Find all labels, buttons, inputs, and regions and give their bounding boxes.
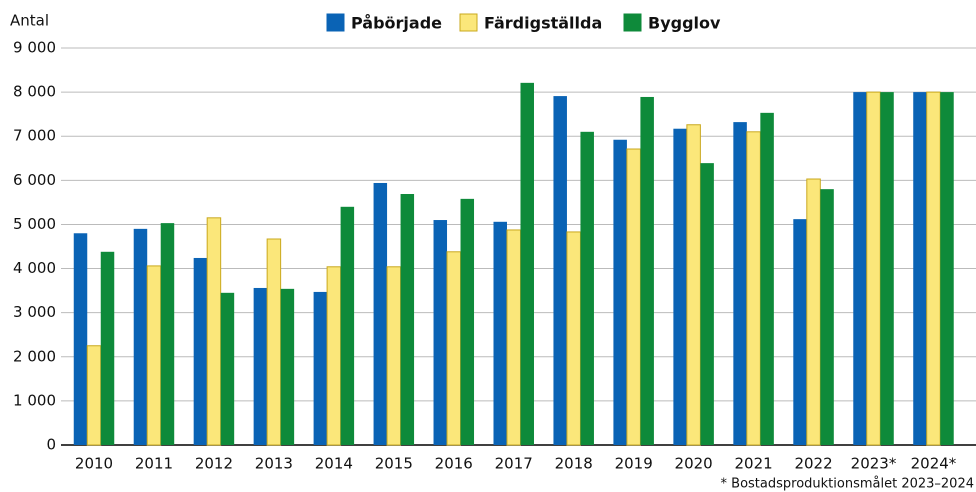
legend-swatch [326,13,345,32]
bar [220,292,235,445]
bar [266,238,282,446]
bar [133,228,148,445]
y-tick-label: 8 000 [13,83,56,101]
x-tick-label: 2019 [615,455,653,473]
bar [206,217,222,446]
bar [820,189,834,445]
bar [926,91,941,446]
bar [520,82,534,445]
bar [460,198,475,445]
bar [626,148,641,446]
y-tick-label: 4 000 [13,259,56,277]
x-tick-label: 2016 [435,455,473,473]
legend-label: Påbörjade [351,14,442,33]
bar [640,96,654,446]
y-tick-label: 1 000 [13,391,56,409]
y-tick-label: 0 [46,436,56,454]
y-tick-label: 6 000 [13,171,56,189]
bar [446,251,462,446]
legend-swatch [623,13,642,32]
y-tick-label: 3 000 [13,303,56,321]
y-tick-label: 2 000 [13,347,56,365]
y-tick-label: 7 000 [13,127,56,145]
x-tick-label: 2015 [375,455,413,473]
legend-label: Färdigställda [484,14,602,33]
y-tick-label: 5 000 [13,215,56,233]
bar [733,122,747,446]
bar [280,288,295,445]
bar [433,220,448,445]
bar [86,345,102,446]
bar [100,251,115,445]
bar [686,124,701,446]
x-tick-label: 2011 [135,455,173,473]
x-tick-label: 2018 [555,455,593,473]
x-tick-label: 2021 [734,455,772,473]
x-tick-label: 2023* [851,455,897,473]
bar [313,291,328,445]
x-tick-label: 2014 [315,455,353,473]
bar [146,265,162,446]
bar [940,92,954,445]
bar [493,221,507,445]
x-tick-label: 2022 [794,455,832,473]
x-tick-label: 2010 [75,455,113,473]
bar [326,266,342,446]
bar [866,91,881,446]
bar [553,96,567,445]
bar [400,194,415,445]
bar [373,182,388,446]
bar [700,163,714,445]
bar [566,231,581,446]
bar [193,257,208,445]
bar [853,92,867,445]
bar [160,223,175,445]
bar [760,112,774,446]
legend-label: Bygglov [648,14,721,33]
bar [73,233,88,445]
bar [806,178,821,446]
x-tick-label: 2017 [495,455,533,473]
x-tick-label: 2020 [675,455,713,473]
bar [253,287,268,445]
bar [673,128,687,445]
bar [340,206,355,445]
bar [880,92,894,445]
x-tick-label: 2013 [255,455,293,473]
x-tick-label: 2024* [911,455,957,473]
footnote: * Bostadsproduktionsmålet 2023–2024 [721,477,974,492]
bar [580,131,594,446]
y-axis-title: Antal [10,12,49,30]
bar [613,139,627,446]
legend-swatch [459,13,478,32]
bar [913,92,927,445]
bar [746,131,761,446]
bar [793,219,807,445]
bar [386,266,402,446]
y-tick-label: 9 000 [13,39,56,57]
bar [506,229,521,446]
x-tick-label: 2012 [195,455,233,473]
